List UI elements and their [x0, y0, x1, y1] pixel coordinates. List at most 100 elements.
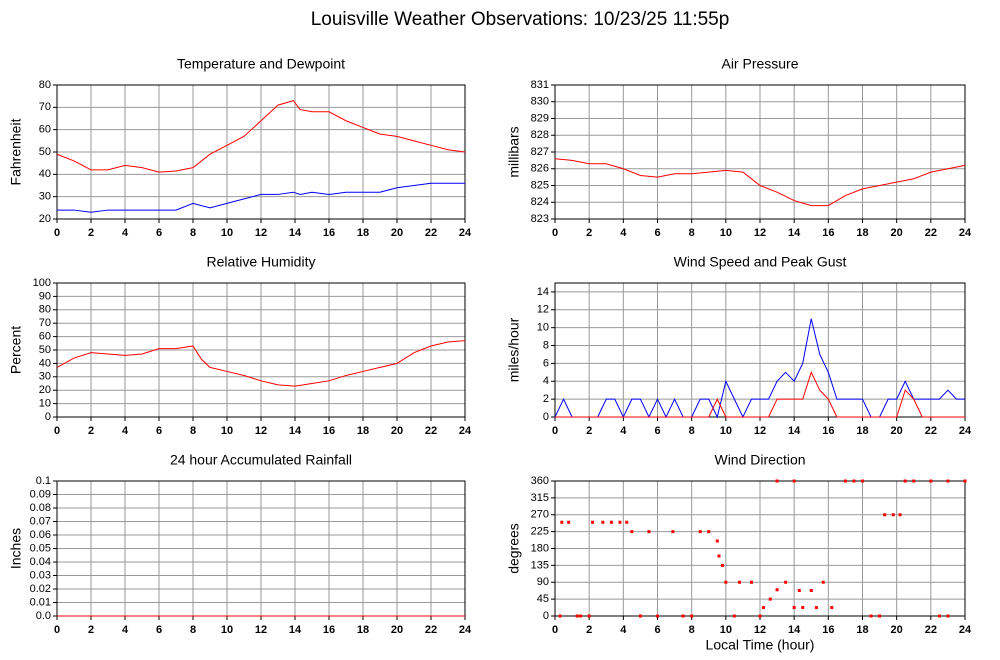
x-tick-label: 18: [357, 624, 369, 636]
x-tick-label: 20: [891, 425, 903, 437]
y-tick-label: 90: [39, 290, 51, 302]
x-tick-label: 10: [221, 425, 233, 437]
y-tick-label: 6: [543, 357, 549, 369]
data-point: [647, 530, 651, 534]
y-tick-label: 225: [531, 526, 549, 538]
data-point: [618, 520, 622, 524]
y-tick-label: 0.1: [36, 475, 51, 487]
data-point: [801, 606, 805, 610]
plot-frame: [56, 282, 466, 418]
x-tick-label: 4: [620, 425, 627, 437]
data-point: [656, 614, 659, 618]
chart-title: Relative Humidity: [207, 254, 316, 270]
y-tick-label: 4: [543, 375, 549, 387]
x-tick-label: 8: [190, 227, 196, 239]
y-tick-label: 50: [39, 344, 51, 356]
y-tick-label: 180: [531, 542, 549, 554]
y-tick-label: 824: [531, 196, 549, 208]
data-point: [715, 539, 719, 543]
data-point: [784, 580, 788, 584]
x-tick-label: 2: [88, 624, 94, 636]
x-tick-label: 24: [959, 227, 972, 239]
data-point: [946, 479, 950, 483]
y-tick-label: 827: [531, 146, 549, 158]
y-tick-label: 30: [39, 371, 51, 383]
data-point: [891, 513, 895, 517]
data-point: [738, 580, 741, 584]
chart-title: Air Pressure: [721, 56, 798, 72]
x-tick-label: 12: [754, 227, 766, 239]
x-tick-label: 14: [289, 425, 302, 437]
x-tick-label: 12: [754, 624, 766, 636]
y-tick-label: 830: [531, 96, 549, 108]
data-point: [912, 479, 916, 483]
y-tick-label: 0.06: [30, 529, 51, 541]
x-tick-label: 14: [788, 227, 801, 239]
data-point: [591, 520, 595, 524]
data-point: [717, 554, 721, 558]
data-point: [830, 606, 834, 610]
x-tick-label: 18: [357, 425, 369, 437]
x-tick-label: 6: [156, 624, 162, 636]
x-tick-label: 2: [586, 227, 592, 239]
y-tick-label: 60: [39, 124, 51, 136]
y-tick-label: 0.07: [30, 515, 51, 527]
y-tick-label: 20: [39, 384, 51, 396]
y-tick-label: 2: [543, 393, 549, 405]
data-point: [625, 520, 629, 524]
x-tick-label: 0: [552, 227, 558, 239]
x-tick-label: 18: [856, 425, 868, 437]
data-point: [601, 520, 605, 524]
y-tick-label: 40: [39, 357, 51, 369]
data-point: [814, 606, 818, 610]
x-tick-label: 4: [122, 624, 129, 636]
x-tick-label: 2: [88, 425, 94, 437]
chart-title: Wind Speed and Peak Gust: [674, 254, 847, 270]
y-tick-label: 12: [537, 304, 549, 316]
x-tick-label: 2: [88, 227, 94, 239]
x-tick-label: 18: [856, 227, 868, 239]
y-tick-label: 831: [531, 79, 549, 91]
x-tick-label: 24: [959, 624, 972, 636]
data-point: [732, 614, 736, 618]
data-point: [775, 479, 779, 483]
data-point: [878, 614, 882, 618]
x-tick-label: 22: [925, 624, 937, 636]
data-point: [852, 479, 856, 483]
x-tick-label: 10: [720, 227, 732, 239]
y-axis-label: millibars: [506, 126, 522, 177]
x-tick-label: 12: [255, 227, 267, 239]
data-point: [698, 530, 702, 534]
x-tick-label: 22: [425, 425, 437, 437]
plot-frame: [554, 84, 966, 220]
y-tick-label: 20: [39, 213, 51, 225]
x-tick-label: 22: [425, 227, 437, 239]
x-tick-label: 0: [54, 227, 60, 239]
data-point: [869, 614, 873, 618]
x-tick-label: 4: [620, 227, 627, 239]
x-tick-label: 16: [822, 425, 834, 437]
x-tick-label: 8: [689, 425, 695, 437]
x-tick-label: 12: [255, 425, 267, 437]
x-tick-label: 8: [689, 227, 695, 239]
data-point: [775, 588, 779, 592]
y-tick-label: 40: [39, 168, 51, 180]
data-point: [558, 614, 562, 618]
x-tick-label: 24: [459, 425, 472, 437]
x-tick-label: 10: [221, 624, 233, 636]
y-tick-label: 828: [531, 129, 549, 141]
page-title: Louisville Weather Observations: 10/23/2…: [311, 9, 730, 30]
data-line: [57, 182, 465, 213]
x-axis-label: Local Time (hour): [706, 637, 815, 653]
y-tick-label: 0.0: [36, 610, 51, 622]
y-tick-label: 829: [531, 112, 549, 124]
x-tick-label: 16: [822, 624, 834, 636]
x-tick-label: 4: [620, 624, 627, 636]
x-tick-label: 8: [689, 624, 695, 636]
data-point: [707, 530, 711, 534]
data-point: [724, 580, 728, 584]
data-point: [630, 530, 634, 534]
chart-title: Temperature and Dewpoint: [177, 56, 345, 72]
